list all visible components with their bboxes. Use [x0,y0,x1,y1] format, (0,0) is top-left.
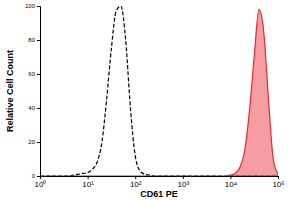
y-tick-label: 100 [25,3,36,9]
y-tick-label: 20 [28,139,35,145]
y-tick-mark [37,108,40,109]
y-tick-mark [37,142,40,143]
y-tick-label: 80 [28,37,35,43]
histogram-line [40,6,278,176]
x-tick-mark [88,176,89,179]
chart: 10⁰ 10¹ 10² 10³ 10⁴ 10⁵ 0 20 40 60 80 100 CD61 PE Rel… [0,0,300,200]
y-tick-label: 40 [28,105,35,111]
x-axis-line [41,177,279,180]
x-axis: 10⁰ 10¹ 10² 10³ 10⁴ 10⁵ [35,176,285,189]
x-tick-mark [135,176,136,179]
x-tick: 10³ [178,176,190,189]
x-tick: 10⁵ [272,176,284,189]
y-tick-mark [37,40,40,41]
x-tick-label: 10¹ [82,180,94,189]
y-tick: 100 [25,3,40,9]
y-tick: 60 [28,71,40,77]
y-tick-mark [37,176,40,177]
x-tick-mark [278,176,279,179]
x-tick-mark [183,176,184,179]
y-axis-line [37,7,41,177]
y-tick-label: 60 [28,71,35,77]
x-tick-mark [230,176,231,179]
y-tick-mark [37,6,40,7]
plot-area [40,6,278,176]
x-tick-label: 10⁵ [272,180,284,189]
x-tick: 10⁴ [225,176,238,189]
x-tick: 10² [130,176,142,189]
y-tick: 20 [28,139,40,145]
histogram-area [40,9,278,176]
x-tick-label: 10⁴ [225,180,238,189]
x-tick: 10¹ [82,176,94,189]
y-tick-label: 0 [32,173,36,179]
x-tick-label: 10⁰ [35,180,47,189]
y-tick: 80 [28,37,40,43]
y-tick-mark [37,74,40,75]
y-tick: 40 [28,105,40,111]
x-tick-label: 10² [130,180,142,189]
x-tick: 10⁰ [35,176,47,189]
y-tick: 0 [32,173,40,179]
y-axis-title: Relative Cell Count [5,50,15,132]
x-axis-title: CD61 PE [140,189,178,199]
x-tick-label: 10³ [178,180,190,189]
y-axis: 0 20 40 60 80 100 [25,3,41,179]
